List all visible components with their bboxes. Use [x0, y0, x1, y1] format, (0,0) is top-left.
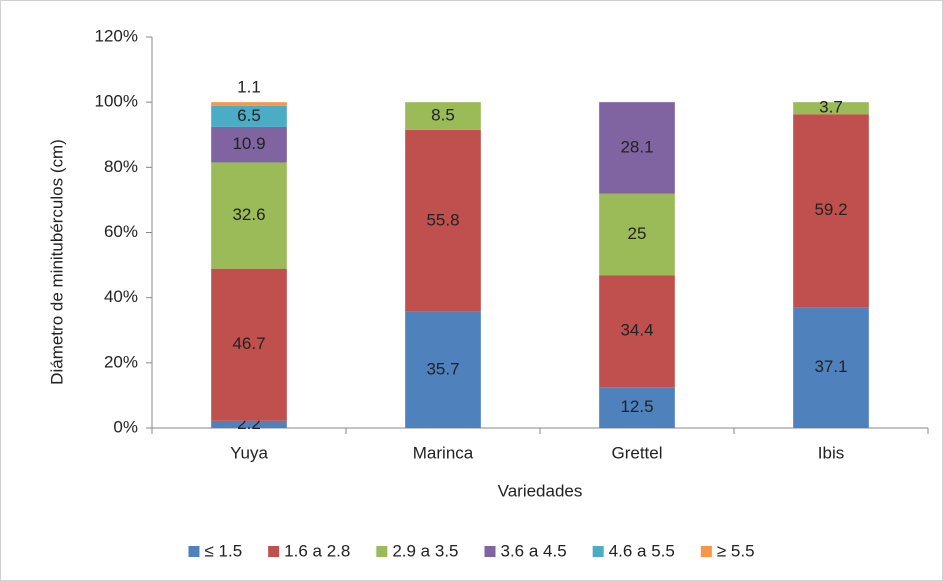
data-label: 28.1 [620, 137, 653, 156]
x-axis-title: Variedades [498, 481, 583, 500]
y-tick-label: 0% [113, 417, 138, 436]
data-label: 35.7 [426, 359, 459, 378]
legend-swatch [700, 546, 712, 557]
bar-segment [211, 102, 287, 106]
y-tick-label: 40% [104, 287, 138, 306]
bar-segment [793, 114, 869, 308]
data-label: 34.4 [620, 321, 653, 340]
bar-segment [211, 420, 287, 428]
data-label: 59.2 [814, 200, 847, 219]
legend-swatch [268, 546, 280, 557]
y-tick-label: 20% [104, 352, 138, 371]
y-tick-label: 60% [104, 222, 138, 241]
bar-segment [211, 126, 287, 163]
legend-label: 3.6 a 4.5 [501, 541, 567, 560]
legend-label: 4.6 a 5.5 [609, 541, 675, 560]
bar-segment [211, 268, 287, 421]
data-label: 3.7 [819, 98, 843, 117]
data-label: 8.5 [431, 105, 455, 124]
data-label: 12.5 [620, 397, 653, 416]
data-label: 32.6 [232, 205, 265, 224]
y-axis-title: Diámetro de minitubérculos (cm) [47, 139, 66, 385]
x-tick-label: Ibis [818, 443, 844, 462]
legend-swatch [376, 546, 388, 557]
bar-segment [211, 105, 287, 127]
x-tick-label: Marinca [413, 443, 474, 462]
bar-segment [793, 102, 869, 115]
x-tick-label: Grettel [611, 443, 662, 462]
data-label: 1.1 [237, 78, 261, 97]
bar-segment [599, 102, 675, 194]
legend-swatch [484, 546, 496, 557]
y-tick-label: 80% [104, 157, 138, 176]
data-label: 55.8 [426, 210, 459, 229]
bar-segment [405, 129, 481, 312]
legend: ≤ 1.5 1.6 a 2.8 2.9 a 3.5 3.6 a 4.5 4.6 a 5.… [188, 541, 755, 560]
data-label: 10.9 [232, 134, 265, 153]
data-label: 37.1 [814, 357, 847, 376]
legend-label: ≥ 5.5 [717, 541, 755, 560]
legend-swatch [592, 546, 604, 557]
data-label: 6.5 [237, 106, 261, 125]
legend-label: 2.9 a 3.5 [392, 541, 458, 560]
data-label: 25 [628, 224, 647, 243]
bar-segment [211, 162, 287, 269]
bar-segment [599, 193, 675, 276]
y-tick-label: 100% [95, 92, 138, 111]
bar-segment [599, 275, 675, 388]
bar-segment [405, 311, 481, 428]
y-tick-label: 120% [95, 26, 138, 45]
x-tick-label: Yuya [230, 443, 268, 462]
legend-label: 1.6 a 2.8 [284, 541, 350, 560]
data-label: 46.7 [232, 334, 265, 353]
bar-segment [793, 307, 869, 428]
legend-label: ≤ 1.5 [204, 541, 242, 560]
bar-segment [599, 387, 675, 428]
legend-swatch [188, 546, 200, 557]
bar-segment [405, 102, 481, 130]
